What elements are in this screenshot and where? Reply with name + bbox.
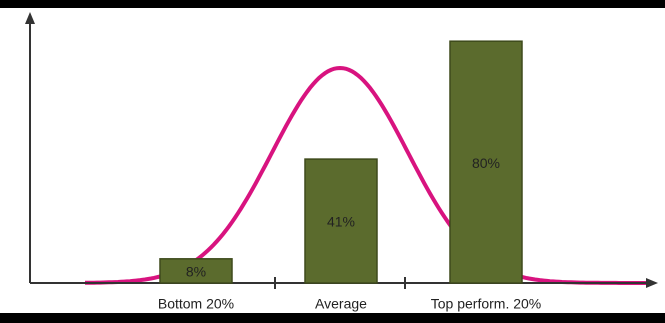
x-axis-arrow <box>646 278 658 288</box>
value-label: 8% <box>186 264 206 280</box>
bar <box>449 40 523 284</box>
y-axis-arrow <box>25 12 35 24</box>
x-tick-label: Top perform. 20% <box>431 296 542 312</box>
value-label: 80% <box>472 155 500 171</box>
bar <box>304 158 378 284</box>
bar <box>159 258 233 284</box>
x-tick-label: Average <box>315 296 367 312</box>
x-tick-label: Bottom 20% <box>158 296 234 312</box>
value-label: 41% <box>327 214 355 230</box>
